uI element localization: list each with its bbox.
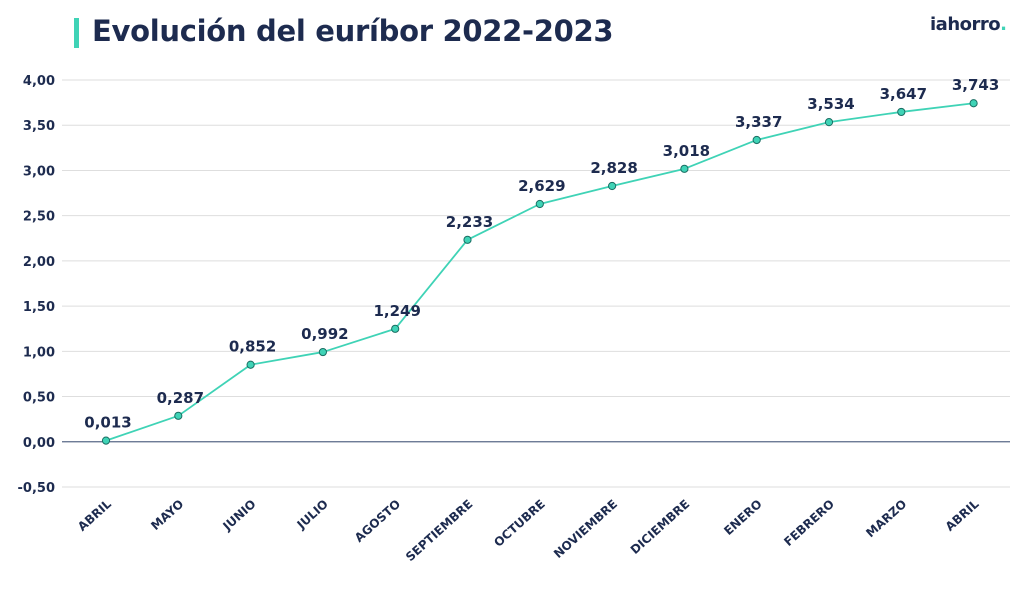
logo-dot: . (1000, 14, 1007, 35)
x-tick-label: AGOSTO (352, 497, 403, 545)
data-label: 1,249 (373, 302, 420, 320)
data-label: 0,287 (157, 389, 204, 407)
x-tick-label: ENERO (721, 497, 764, 538)
y-tick-label: -0,50 (18, 481, 55, 496)
data-label: 2,629 (518, 177, 565, 195)
x-tick-label: DICIEMBRE (628, 497, 693, 557)
logo-text: iahorro (930, 14, 1001, 35)
data-point (174, 411, 183, 420)
grid-lines (62, 79, 1010, 488)
data-label: 0,852 (229, 338, 276, 356)
x-tick-label: JULIO (294, 497, 331, 533)
data-point (608, 181, 617, 191)
title-accent-bar (74, 18, 79, 48)
chart-title: Evolución del euríbor 2022-2023 (92, 14, 614, 48)
data-point (897, 107, 906, 117)
data-label: 2,828 (590, 159, 637, 177)
data-point (824, 118, 834, 127)
data-label: 0,992 (301, 325, 348, 343)
data-point (969, 99, 978, 108)
data-point (752, 135, 761, 145)
y-tick-label: 0,50 (23, 391, 55, 406)
x-tick-label: FEBRERO (781, 497, 837, 549)
x-axis-ticks: ABRIL MAYO JUNIO JULIO AGOSTO SEPTIEMBRE OCTUB… (75, 497, 982, 565)
y-axis-ticks: -0,50 0,00 0,50 1,00 1,50 2,00 2,50 3,00 3,50 4,0… (18, 74, 55, 496)
x-tick-label: ABRIL (943, 497, 982, 534)
y-tick-label: 3,50 (23, 119, 55, 134)
x-tick-label: JUNIO (220, 497, 259, 534)
y-tick-label: 2,00 (23, 255, 55, 270)
brand-logo: iahorro. (930, 14, 1007, 35)
data-labels: 0,013 0,287 0,852 0,992 1,249 2,233 2,629 2,828… (84, 76, 999, 431)
series-line (105, 102, 974, 442)
x-tick-label: MAYO (148, 497, 186, 533)
y-tick-label: 2,50 (23, 210, 55, 225)
data-label: 3,018 (663, 142, 710, 160)
data-point (101, 436, 111, 445)
series-points (101, 99, 978, 445)
x-tick-label: ABRIL (75, 497, 114, 534)
x-tick-label: MARZO (863, 497, 909, 540)
series-line-group (105, 102, 974, 442)
data-label: 3,647 (880, 85, 927, 103)
data-label: 3,743 (952, 76, 999, 94)
data-point (391, 324, 400, 333)
x-tick-label: SEPTIEMBRE (403, 497, 476, 564)
y-tick-label: 0,00 (23, 436, 55, 451)
data-label: 2,233 (446, 213, 493, 231)
x-tick-label: OCTUBRE (491, 497, 548, 550)
data-label: 3,337 (735, 113, 782, 131)
y-tick-label: 1,50 (23, 300, 55, 315)
data-point (246, 360, 255, 369)
data-point (463, 235, 472, 244)
data-point (535, 199, 544, 209)
data-point (680, 164, 689, 173)
y-tick-label: 4,00 (23, 74, 55, 89)
data-label: 3,534 (807, 95, 854, 113)
y-tick-label: 1,00 (23, 345, 55, 360)
y-tick-label: 3,00 (23, 164, 55, 179)
data-label: 0,013 (84, 414, 131, 432)
x-tick-label: NOVIEMBRE (551, 497, 620, 561)
data-point (318, 347, 327, 357)
